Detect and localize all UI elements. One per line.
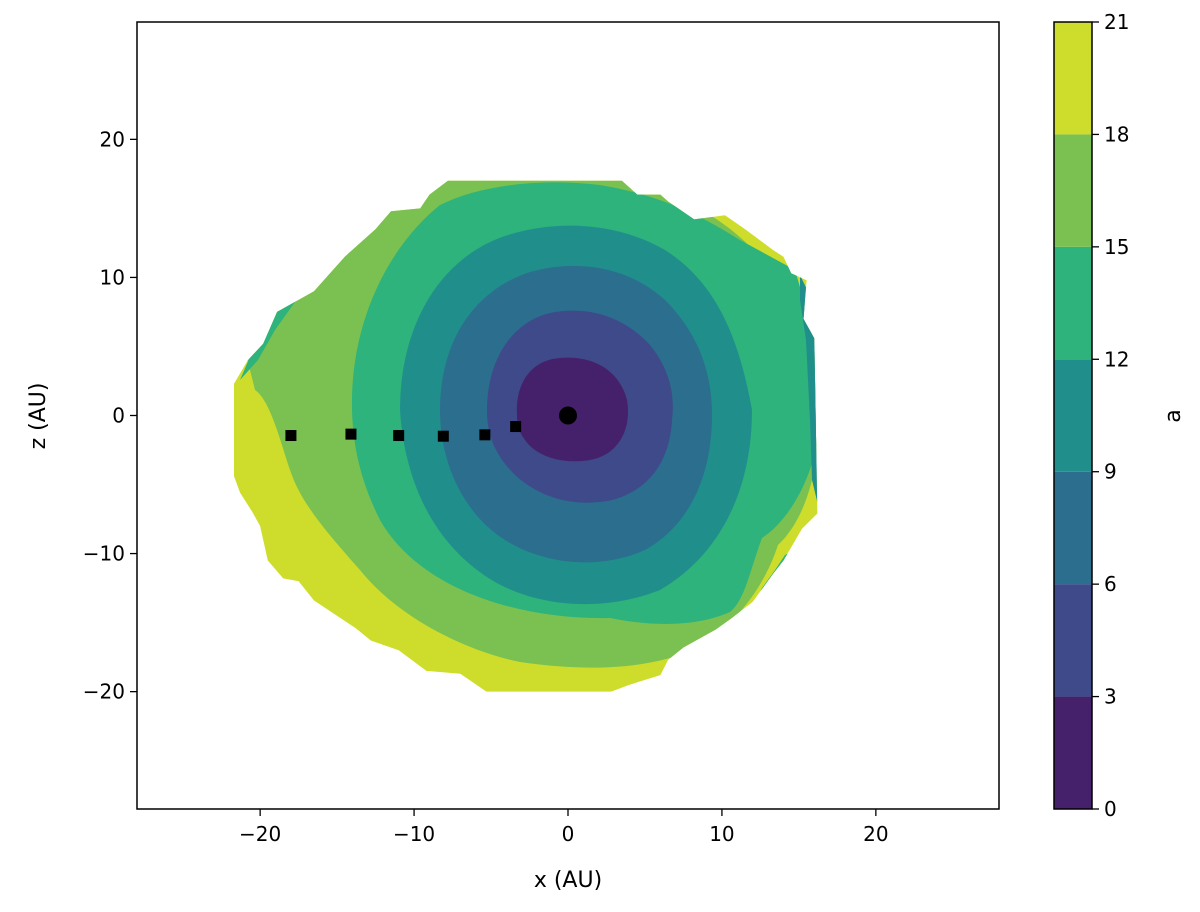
colorbar-segment bbox=[1054, 584, 1092, 697]
y-tick-label: −20 bbox=[83, 680, 125, 704]
colorbar-tick-label: 3 bbox=[1104, 685, 1117, 709]
colorbar-label: a bbox=[1161, 409, 1186, 422]
colorbar-segment bbox=[1054, 359, 1092, 472]
colorbar-segment bbox=[1054, 134, 1092, 247]
colorbar-tick-label: 15 bbox=[1104, 235, 1129, 259]
colorbar-tick-label: 0 bbox=[1104, 797, 1117, 821]
center-point-marker bbox=[559, 406, 577, 425]
x-tick-label: 20 bbox=[863, 822, 888, 846]
square-marker-4 bbox=[479, 429, 491, 441]
x-tick-label: −20 bbox=[239, 822, 281, 846]
y-tick-label: 20 bbox=[100, 127, 125, 151]
square-marker-5 bbox=[510, 421, 522, 433]
x-axis: −20 −10 0 10 20 bbox=[239, 809, 889, 846]
colorbar-segment bbox=[1054, 246, 1092, 360]
y-tick-label: 10 bbox=[100, 265, 125, 289]
x-axis-label: x (AU) bbox=[534, 868, 602, 893]
square-marker-0 bbox=[285, 430, 297, 442]
colorbar-segment bbox=[1054, 471, 1092, 585]
markers bbox=[285, 406, 577, 442]
x-tick-label: 0 bbox=[562, 822, 575, 846]
square-marker-2 bbox=[393, 430, 405, 442]
y-tick-label: −10 bbox=[83, 542, 125, 566]
colorbar-frame bbox=[1053, 21, 1093, 810]
y-axis-label: z (AU) bbox=[26, 383, 51, 450]
colorbar-segment bbox=[1054, 696, 1092, 809]
x-tick-label: 10 bbox=[709, 822, 734, 846]
x-tick-label: −10 bbox=[393, 822, 435, 846]
colorbar-tick-label: 21 bbox=[1104, 10, 1129, 34]
colorbar-tick-label: 9 bbox=[1104, 460, 1117, 484]
colorbar: 0 3 6 9 12 15 18 21 bbox=[1053, 10, 1129, 821]
y-tick-label: 0 bbox=[112, 404, 125, 428]
colorbar-segment bbox=[1054, 22, 1092, 135]
colorbar-tick-label: 18 bbox=[1104, 122, 1129, 146]
colorbar-tick-label: 12 bbox=[1104, 347, 1129, 371]
square-marker-1 bbox=[345, 428, 357, 440]
square-marker-3 bbox=[437, 430, 449, 442]
y-axis: −20 −10 0 10 20 bbox=[83, 127, 137, 704]
colorbar-tick-label: 6 bbox=[1104, 572, 1117, 596]
